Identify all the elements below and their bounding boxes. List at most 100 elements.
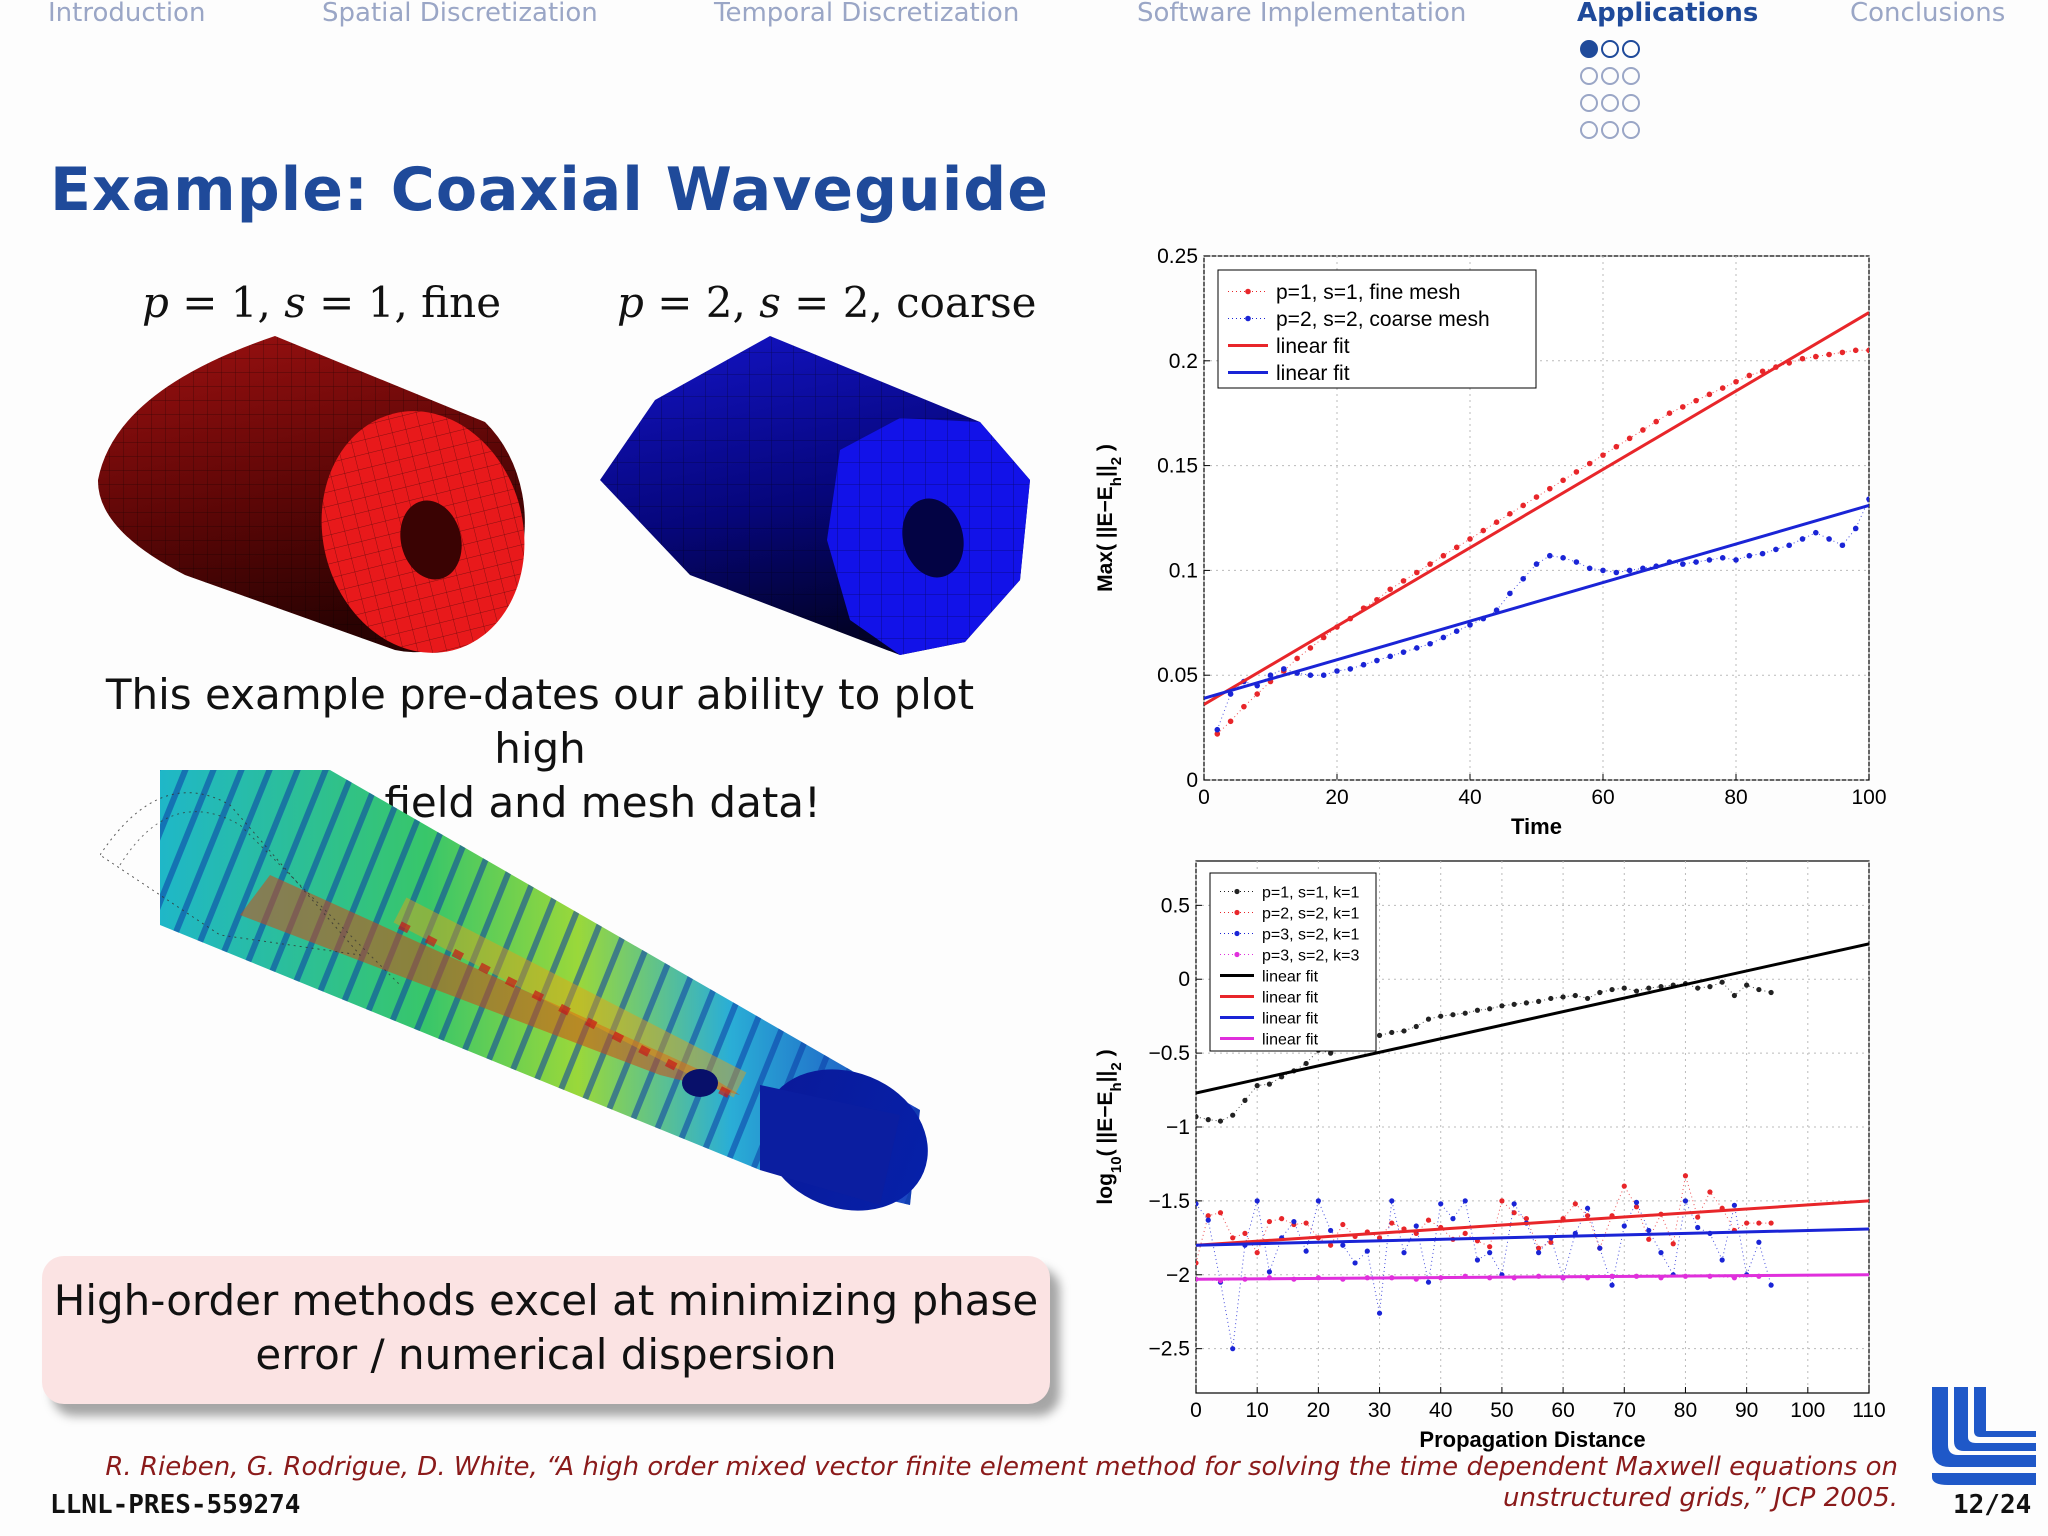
nav-introduction[interactable]: Introduction xyxy=(48,0,206,28)
note-line: This example pre-dates our ability to pl… xyxy=(105,670,975,773)
slide-dot[interactable] xyxy=(1601,94,1619,112)
slide-dot[interactable] xyxy=(1601,67,1619,85)
data-point xyxy=(1719,1257,1725,1263)
data-point xyxy=(1680,404,1686,410)
slide-dot[interactable] xyxy=(1622,67,1640,85)
data-point xyxy=(1520,502,1526,509)
x-axis-label: Time xyxy=(1511,814,1562,839)
section-nav: Introduction Spatial Discretization Temp… xyxy=(0,0,2048,40)
citation-line: R. Rieben, G. Rodrigue, D. White, “A hig… xyxy=(105,1452,1898,1482)
data-point xyxy=(1768,1220,1774,1226)
caption-coarse-s: 2 xyxy=(842,278,870,327)
data-point xyxy=(1520,575,1526,582)
data-point xyxy=(1507,590,1513,597)
data-point xyxy=(1438,1201,1444,1207)
data-point xyxy=(1315,1198,1321,1204)
x-tick-label: 0 xyxy=(1190,1399,1202,1422)
linear-fit-line xyxy=(1196,1227,1869,1247)
y-tick-label: 0 xyxy=(1178,968,1190,991)
data-point xyxy=(1746,372,1753,379)
slide-dot[interactable] xyxy=(1622,94,1640,112)
legend-marker xyxy=(1245,315,1251,322)
data-point xyxy=(1389,1220,1395,1226)
data-point xyxy=(1523,1216,1529,1222)
slide-dot[interactable] xyxy=(1622,40,1640,58)
y-tick-label: 0.15 xyxy=(1157,455,1198,478)
data-point xyxy=(1621,1183,1627,1189)
data-point xyxy=(1414,645,1420,651)
data-point xyxy=(1584,995,1591,1002)
data-point xyxy=(1768,989,1774,996)
data-point xyxy=(1487,1250,1493,1256)
data-point xyxy=(1839,349,1846,356)
legend-label: p=3, s=2, k=3 xyxy=(1262,947,1360,964)
data-point xyxy=(1291,1218,1297,1225)
data-point xyxy=(1376,1235,1383,1241)
data-point xyxy=(1626,435,1633,442)
data-point xyxy=(1347,666,1354,672)
data-point xyxy=(1597,1245,1603,1251)
data-point xyxy=(1401,1250,1407,1256)
legend-marker xyxy=(1234,888,1240,895)
data-point xyxy=(1744,1220,1750,1226)
data-point xyxy=(1474,1257,1481,1263)
data-point xyxy=(1400,649,1407,655)
y-tick-label: −2.5 xyxy=(1149,1338,1190,1361)
data-point xyxy=(1266,1218,1273,1225)
data-point xyxy=(1600,567,1606,574)
data-point xyxy=(1217,1118,1224,1124)
data-point xyxy=(1413,1223,1419,1229)
data-point xyxy=(1626,567,1633,574)
callout-box: High-order methods excel at minimizing p… xyxy=(42,1256,1050,1404)
slide-dot-current[interactable] xyxy=(1580,40,1598,58)
series-group xyxy=(1204,311,1869,737)
slide-dot[interactable] xyxy=(1601,121,1619,139)
data-point xyxy=(1376,1032,1383,1038)
fine-mesh-render xyxy=(97,336,525,653)
data-point xyxy=(1707,1189,1713,1195)
data-point xyxy=(1536,1250,1542,1256)
data-point xyxy=(1744,982,1750,988)
data-point xyxy=(1597,989,1603,996)
slide-dot[interactable] xyxy=(1580,67,1598,85)
nav-spatial-discretization[interactable]: Spatial Discretization xyxy=(322,0,598,28)
data-point xyxy=(1374,657,1380,664)
data-point xyxy=(1227,691,1234,697)
data-point xyxy=(1242,1230,1248,1236)
nav-applications[interactable]: Applications xyxy=(1577,0,1759,28)
data-point xyxy=(1400,578,1407,584)
data-point xyxy=(1586,565,1593,572)
y-tick-label: 0.05 xyxy=(1157,664,1198,687)
caption-coarse: p = 2, s = 2, coarse xyxy=(617,278,1037,327)
callout-text: High-order methods excel at minimizing p… xyxy=(42,1274,1050,1382)
data-point xyxy=(1499,1198,1505,1204)
nav-temporal-discretization[interactable]: Temporal Discretization xyxy=(714,0,1020,28)
data-point xyxy=(1438,1013,1444,1019)
legend-marker xyxy=(1234,909,1240,916)
data-point xyxy=(1493,519,1500,525)
nav-software-implementation[interactable]: Software Implementation xyxy=(1137,0,1467,28)
data-point xyxy=(1254,1198,1260,1204)
slide-dot[interactable] xyxy=(1601,40,1619,58)
data-point xyxy=(1511,1210,1517,1216)
data-point xyxy=(1450,1012,1456,1018)
legend-marker xyxy=(1234,951,1240,958)
x-tick-label: 110 xyxy=(1852,1399,1885,1422)
slide-dot[interactable] xyxy=(1580,121,1598,139)
data-point xyxy=(1640,427,1646,433)
data-point xyxy=(1425,1217,1432,1223)
legend-label: linear fit xyxy=(1262,989,1319,1006)
data-point xyxy=(1328,1227,1334,1234)
slide-dot[interactable] xyxy=(1622,121,1640,139)
data-point xyxy=(1759,550,1766,557)
y-tick-label: 0 xyxy=(1186,769,1198,792)
nav-conclusions[interactable]: Conclusions xyxy=(1850,0,2006,28)
waveguide-field-render xyxy=(100,770,928,1211)
caption-fine: p = 1, s = 1, fine xyxy=(142,278,502,327)
data-point xyxy=(1584,1205,1591,1211)
slide-dot[interactable] xyxy=(1580,94,1598,112)
data-point xyxy=(1334,668,1340,674)
data-point xyxy=(1756,986,1762,993)
data-point xyxy=(1799,536,1806,542)
legend-label: linear fit xyxy=(1276,362,1350,385)
